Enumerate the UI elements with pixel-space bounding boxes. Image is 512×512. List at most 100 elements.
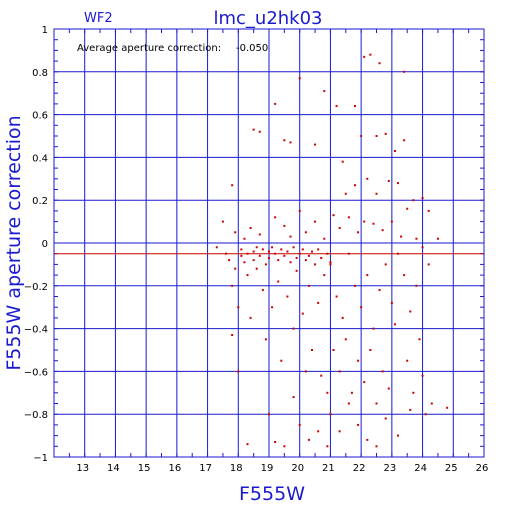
data-point — [252, 259, 255, 262]
data-point — [323, 274, 326, 277]
data-point — [255, 267, 258, 270]
data-point — [446, 406, 449, 409]
data-point — [412, 391, 415, 394]
data-point — [314, 143, 317, 146]
data-point — [231, 284, 234, 287]
data-point — [326, 391, 329, 394]
data-point — [295, 256, 298, 259]
data-point — [323, 90, 326, 93]
data-point — [249, 227, 252, 230]
data-point — [274, 252, 277, 255]
data-point — [298, 252, 301, 255]
data-point — [421, 197, 424, 200]
y-tick-label: −0.4 — [24, 325, 48, 336]
data-point — [384, 263, 387, 266]
data-point — [347, 216, 350, 219]
data-point — [311, 250, 313, 253]
data-point — [249, 316, 252, 319]
x-tick-label: 24 — [414, 463, 427, 474]
data-point — [225, 252, 227, 255]
data-point — [393, 323, 396, 326]
data-point — [421, 246, 424, 249]
x-tick-label: 20 — [291, 463, 304, 474]
data-point — [295, 269, 298, 272]
data-point — [301, 312, 304, 315]
data-point — [397, 434, 399, 437]
data-point — [375, 445, 378, 448]
data-point — [409, 310, 412, 313]
data-point — [289, 141, 292, 144]
data-point — [421, 374, 424, 377]
data-point — [406, 359, 409, 362]
data-point — [240, 248, 243, 251]
data-point — [366, 438, 369, 441]
data-point — [363, 381, 366, 384]
data-point — [264, 263, 267, 266]
data-point — [271, 306, 274, 309]
data-point — [390, 301, 393, 304]
data-point — [390, 220, 393, 223]
data-point — [415, 237, 418, 240]
data-point — [347, 402, 350, 405]
data-point — [283, 445, 286, 448]
data-point — [335, 295, 338, 298]
data-point — [357, 423, 360, 426]
data-point — [424, 413, 427, 416]
data-point — [366, 177, 369, 180]
data-point — [354, 284, 356, 287]
data-point — [317, 248, 320, 251]
data-point — [237, 370, 240, 373]
data-point — [283, 224, 286, 227]
data-point — [357, 231, 360, 234]
data-point — [307, 438, 310, 441]
data-point — [304, 231, 307, 234]
chip-label: WF2 — [84, 11, 113, 26]
data-point — [354, 184, 356, 187]
average-annotation-label: Average aperture correction: — [77, 43, 221, 54]
y-tick-label: −1 — [33, 453, 48, 464]
data-point — [332, 349, 335, 351]
x-tick-label: 15 — [138, 463, 151, 474]
data-point — [292, 396, 295, 399]
data-point — [231, 184, 234, 187]
y-axis-label: F555W aperture correction — [3, 115, 25, 370]
data-point — [363, 55, 366, 58]
data-point — [234, 267, 237, 270]
data-point — [357, 359, 360, 362]
data-point — [329, 263, 332, 266]
data-point — [338, 227, 341, 230]
data-point — [317, 301, 320, 304]
data-point — [246, 252, 249, 255]
data-point — [369, 53, 372, 56]
data-point — [221, 220, 224, 223]
data-point — [307, 254, 310, 257]
data-point — [274, 216, 277, 219]
data-point — [436, 237, 439, 240]
chart-title: lmc_u2hk03 — [213, 8, 322, 29]
data-point — [307, 284, 310, 287]
data-point — [274, 102, 277, 105]
data-point — [350, 391, 353, 394]
x-tick-label: 16 — [168, 463, 181, 474]
data-point — [264, 338, 267, 341]
data-point — [283, 254, 286, 257]
x-tick-label: 22 — [353, 463, 366, 474]
data-point — [409, 408, 412, 411]
data-point — [354, 105, 356, 108]
data-point — [252, 128, 255, 131]
tick-labels-layer: 13 14 15 16 17 18 19 20 21 22 23 24 25 26 1 0.8 0.6 0.4 0.… — [24, 25, 489, 474]
data-point — [332, 214, 335, 217]
data-point — [341, 316, 344, 319]
data-point — [403, 70, 406, 73]
data-point — [246, 443, 249, 446]
data-point — [400, 235, 403, 238]
data-point — [317, 430, 320, 433]
x-tick-label: 17 — [199, 463, 212, 474]
data-point — [301, 248, 304, 251]
data-point — [381, 370, 384, 373]
data-point — [243, 261, 246, 264]
data-point — [341, 160, 344, 163]
data-point — [375, 402, 378, 405]
data-point — [304, 259, 307, 262]
